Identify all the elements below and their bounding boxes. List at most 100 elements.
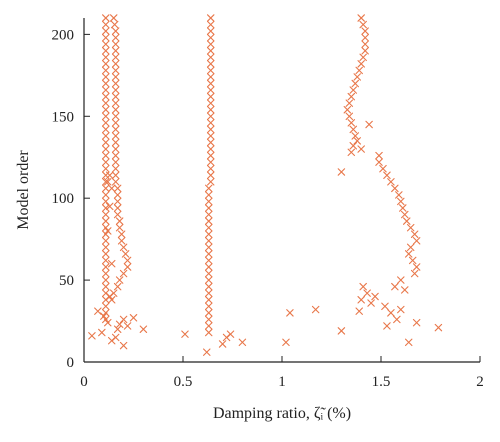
- data-point: [102, 112, 110, 121]
- data-point: [115, 223, 124, 232]
- data-point: [206, 53, 215, 62]
- data-point: [123, 256, 132, 265]
- data-point: [111, 60, 120, 68]
- data-point: [218, 340, 227, 348]
- data-point: [105, 202, 114, 211]
- data-point: [347, 148, 356, 157]
- data-point: [102, 73, 110, 81]
- data-point: [410, 230, 419, 238]
- data-point: [102, 132, 110, 140]
- data-point: [206, 145, 215, 153]
- data-point: [111, 79, 120, 88]
- data-point: [94, 307, 102, 315]
- data-point: [105, 292, 114, 301]
- data-point: [102, 256, 110, 265]
- data-point: [113, 184, 122, 193]
- data-point: [102, 223, 110, 232]
- data-point: [357, 296, 365, 304]
- data-point: [111, 105, 120, 114]
- data-point: [357, 60, 365, 68]
- data-point: [204, 197, 213, 206]
- x-tick-label: 1.5: [372, 374, 391, 390]
- data-point: [204, 250, 213, 258]
- data-point: [104, 318, 112, 327]
- data-point: [357, 145, 365, 153]
- x-tick-label: 0.5: [174, 374, 193, 390]
- data-point: [434, 323, 443, 332]
- data-point: [111, 171, 120, 180]
- data-point: [102, 40, 110, 48]
- x-tick-label: 1: [278, 374, 286, 390]
- data-point: [206, 132, 215, 140]
- data-point: [102, 105, 110, 114]
- data-point: [111, 92, 120, 101]
- data-point: [404, 250, 413, 258]
- data-point: [102, 315, 110, 324]
- data-point: [102, 210, 110, 219]
- data-point: [206, 158, 215, 166]
- data-point: [102, 276, 110, 284]
- data-point: [115, 320, 124, 329]
- data-point: [355, 307, 363, 315]
- data-point: [397, 276, 405, 284]
- data-point: [391, 282, 399, 291]
- data-point: [111, 178, 120, 186]
- data-point: [111, 86, 120, 94]
- data-point: [102, 204, 110, 212]
- data-point: [110, 20, 119, 29]
- y-tick-label: 150: [52, 109, 75, 125]
- data-point: [204, 328, 213, 337]
- data-point: [206, 138, 215, 147]
- data-point: [102, 158, 110, 166]
- data-point: [204, 282, 213, 291]
- data-point: [387, 309, 395, 317]
- data-point: [111, 73, 120, 81]
- data-point: [206, 40, 215, 48]
- data-point: [181, 330, 189, 338]
- data-point: [204, 322, 213, 330]
- data-point: [347, 92, 356, 101]
- data-point: [361, 47, 369, 55]
- data-point: [117, 237, 126, 245]
- data-point: [206, 105, 215, 114]
- data-point: [102, 191, 110, 199]
- data-point: [113, 204, 122, 212]
- data-point: [204, 302, 213, 311]
- data-point: [100, 312, 108, 320]
- data-point: [206, 73, 215, 81]
- data-point: [102, 92, 110, 101]
- y-tick-label: 50: [59, 273, 74, 289]
- data-point: [102, 164, 110, 173]
- data-point: [204, 276, 213, 284]
- data-point: [361, 40, 369, 48]
- y-tick-label: 100: [52, 191, 75, 207]
- data-point: [102, 230, 110, 238]
- data-point: [102, 302, 110, 311]
- data-point: [383, 322, 391, 330]
- data-point: [204, 184, 213, 193]
- data-point: [111, 145, 120, 153]
- data-point: [119, 315, 128, 324]
- data-point: [102, 53, 110, 62]
- chart-markers: [88, 14, 443, 356]
- data-point: [119, 243, 128, 252]
- data-point: [353, 137, 361, 145]
- data-point: [102, 282, 110, 291]
- data-point: [375, 158, 383, 166]
- data-point: [282, 338, 290, 347]
- data-point: [391, 184, 399, 193]
- data-point: [206, 47, 215, 55]
- data-point: [349, 86, 358, 94]
- data-point: [206, 27, 215, 35]
- data-point: [404, 338, 413, 347]
- data-point: [98, 328, 106, 337]
- data-point: [337, 168, 346, 176]
- data-point: [111, 158, 120, 166]
- data-point: [113, 282, 122, 291]
- data-point: [111, 33, 120, 42]
- data-point: [412, 318, 421, 327]
- data-point: [357, 14, 365, 22]
- data-point: [206, 20, 215, 29]
- data-point: [206, 14, 215, 22]
